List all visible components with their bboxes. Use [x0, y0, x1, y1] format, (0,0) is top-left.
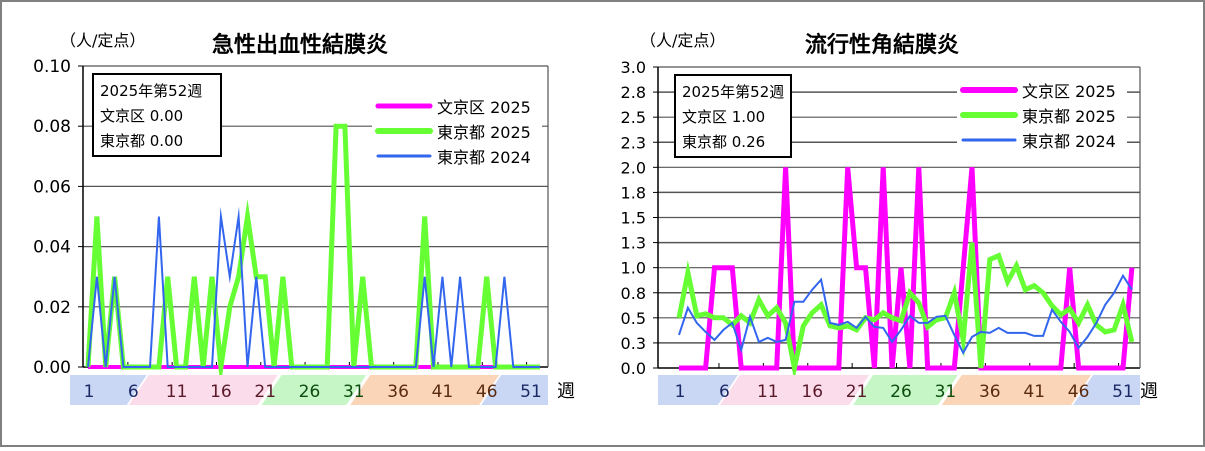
y-tick-label: 0.0 — [621, 359, 646, 378]
week-band — [719, 375, 870, 405]
legend-label: 東京都 2025 — [1022, 107, 1116, 126]
week-band — [261, 375, 367, 405]
x-tick-label: 6 — [128, 382, 139, 402]
y-tick-label: 2.5 — [621, 108, 646, 127]
y-tick-label: 2.3 — [621, 133, 646, 152]
x-tick-label: 21 — [254, 382, 276, 402]
legend-label: 東京都 2024 — [437, 148, 531, 167]
y-unit-label: （人/定点） — [60, 31, 145, 50]
info-box-line: 2025年第52週 — [100, 82, 202, 100]
chart-acute-hemorrhagic-conjunctivitis: （人/定点） 急性出血性結膜炎 0.00 0.02 0.04 0.06 0.08 0.10 20… — [0, 0, 600, 447]
x-tick-label: 26 — [890, 382, 912, 402]
series-line — [679, 167, 1135, 371]
x-tick-label: 16 — [801, 382, 823, 402]
legend: 文京区 2025 東京都 2025 東京都 2024 — [957, 74, 1127, 154]
y-tick-label: 0.3 — [621, 334, 646, 353]
y-unit-label: （人/定点） — [640, 31, 725, 50]
y-tick-label: 1.5 — [621, 209, 646, 228]
chart-title: 流行性角結膜炎 — [805, 32, 959, 58]
legend: 文京区 2025 東京都 2025 東京都 2024 — [372, 90, 542, 170]
legend-label: 東京都 2025 — [437, 123, 531, 142]
chart-title: 急性出血性結膜炎 — [212, 32, 388, 58]
x-tick-label: 46 — [1068, 382, 1090, 402]
x-tick-label: 36 — [979, 382, 1001, 402]
info-box-line: 文京区 1.00 — [682, 108, 765, 126]
x-tick-label: 21 — [846, 382, 868, 402]
x-tick-label: 31 — [343, 382, 365, 402]
y-tick-label: 0.02 — [33, 298, 71, 318]
info-box — [92, 73, 222, 157]
week-band — [941, 375, 1092, 405]
x-tick-label: 26 — [299, 382, 321, 402]
week-band — [128, 375, 278, 405]
legend-label: 東京都 2024 — [1022, 132, 1116, 151]
x-tick-label: 51 — [520, 382, 542, 402]
x-tick-label: 46 — [476, 382, 498, 402]
series-line — [87, 206, 540, 368]
y-tick-label: 2.8 — [621, 83, 646, 102]
x-tick-label: 41 — [432, 382, 454, 402]
x-axis-label: 週 — [1140, 381, 1158, 402]
info-box-line: 2025年第52週 — [682, 83, 784, 101]
legend-label: 文京区 2025 — [1022, 82, 1116, 101]
week-band — [70, 375, 147, 405]
y-tick-label: 1.0 — [621, 259, 646, 278]
y-tick-label: 2.0 — [621, 158, 646, 177]
week-band — [853, 375, 958, 405]
week-band — [1073, 375, 1140, 405]
series-line — [676, 242, 1135, 381]
info-box-line: 文京区 0.00 — [100, 107, 183, 125]
y-tick-label: 0.08 — [33, 117, 71, 137]
info-box-line: 東京都 0.26 — [682, 133, 765, 151]
x-tick-label: 51 — [1112, 382, 1134, 402]
x-axis-label: 週 — [557, 381, 575, 402]
week-band — [658, 375, 738, 405]
y-tick-label: 1.8 — [621, 183, 646, 202]
y-tick-label: 0.5 — [621, 309, 646, 328]
x-tick-label: 11 — [757, 382, 779, 402]
y-tick-label: 1.3 — [621, 234, 646, 253]
info-box — [674, 74, 792, 158]
x-tick-label: 16 — [210, 382, 232, 402]
week-band — [350, 375, 500, 405]
x-tick-label: 31 — [935, 382, 957, 402]
legend-label: 文京区 2025 — [437, 98, 531, 117]
x-tick-label: 1 — [84, 382, 95, 402]
y-tick-label: 0.06 — [33, 177, 71, 197]
y-tick-label: 0.10 — [33, 57, 71, 77]
x-tick-label: 36 — [387, 382, 409, 402]
x-tick-label: 41 — [1023, 382, 1045, 402]
y-tick-label: 0.04 — [33, 238, 71, 258]
x-tick-label: 11 — [166, 382, 188, 402]
y-tick-label: 0.00 — [33, 358, 71, 378]
x-tick-label: 1 — [675, 382, 686, 402]
x-tick-label: 6 — [719, 382, 730, 402]
week-band — [481, 375, 548, 405]
info-box-line: 東京都 0.00 — [100, 132, 183, 150]
y-tick-label: 3.0 — [621, 58, 646, 77]
y-tick-label: 0.8 — [621, 284, 646, 303]
series-line — [678, 273, 1133, 356]
chart-epidemic-keratoconjunctivitis: （人/定点） 流行性角結膜炎 0.0 0.3 0.5 0.8 1.0 1.3 1.5 1.8 2.0… — [600, 0, 1205, 447]
